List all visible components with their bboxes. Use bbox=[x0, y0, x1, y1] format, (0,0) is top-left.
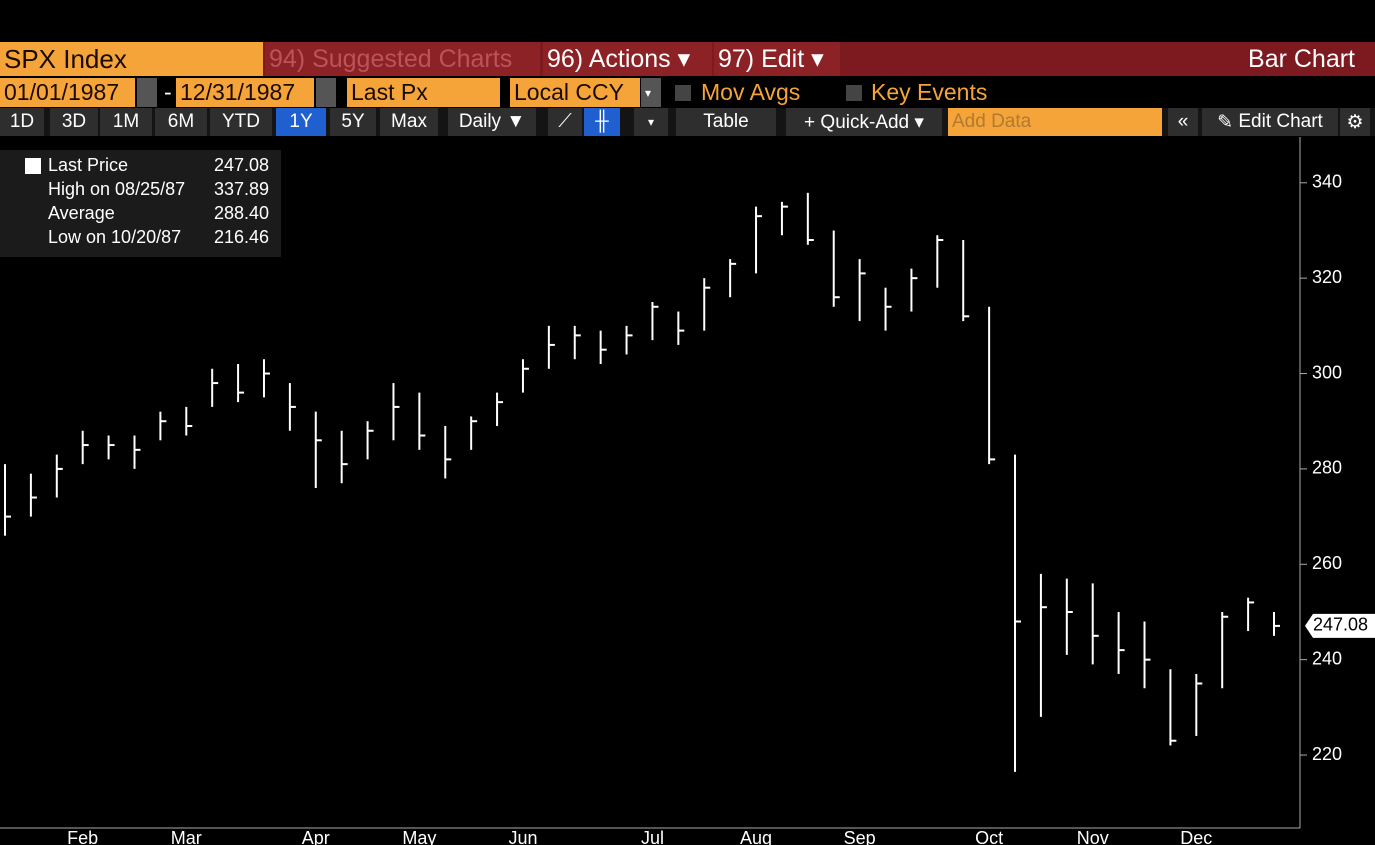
settings[interactable]: ⚙ bbox=[1340, 108, 1370, 136]
x-tick-label: Apr bbox=[302, 828, 330, 845]
edit-menu[interactable]: 97) Edit ▾ bbox=[714, 42, 840, 76]
period-button[interactable]: 5Y bbox=[330, 108, 376, 136]
legend-label: High on 08/25/87 bbox=[48, 179, 185, 199]
x-tick-label: Sep bbox=[844, 828, 876, 845]
x-tick-label: Mar bbox=[171, 828, 202, 845]
y-tick-label: 260 bbox=[1312, 553, 1342, 573]
settings-bar: 01/01/1987 - 12/31/1987 Last Px Local CC… bbox=[0, 78, 1375, 107]
y-tick-label: 320 bbox=[1312, 267, 1342, 287]
checkbox[interactable] bbox=[846, 85, 862, 101]
y-tick-label: 280 bbox=[1312, 458, 1342, 478]
suggested-charts[interactable]: 94) Suggested Charts bbox=[265, 42, 540, 76]
legend-value: 247.08 bbox=[214, 155, 269, 175]
x-tick-label: Nov bbox=[1077, 828, 1109, 845]
currency-select[interactable]: Local CCY bbox=[510, 78, 640, 107]
mov-avgs[interactable]: Mov Avgs bbox=[701, 79, 801, 105]
edit-chart[interactable]: ✎ Edit Chart bbox=[1202, 108, 1338, 136]
add-data[interactable]: Add Data bbox=[948, 108, 1162, 136]
x-tick-label: Aug bbox=[740, 828, 772, 845]
last-price-flag bbox=[1305, 613, 1375, 638]
x-tick-label: Jun bbox=[508, 828, 537, 845]
x-tick-label: Feb bbox=[67, 828, 98, 845]
chart: Last Price 247.08 High on 08/25/87 337.89 Av… bbox=[0, 137, 1375, 845]
period-button[interactable]: 1Y bbox=[276, 108, 326, 136]
collapse[interactable]: « bbox=[1168, 108, 1198, 136]
dropdown-arrow[interactable]: ▾ bbox=[634, 108, 668, 136]
y-tick-label: 340 bbox=[1312, 172, 1342, 192]
period-button[interactable]: 6M bbox=[155, 108, 207, 136]
legend-box bbox=[0, 150, 281, 257]
x-tick-label: Oct bbox=[975, 828, 1003, 845]
legend-value: 337.89 bbox=[214, 179, 269, 199]
period-button[interactable]: Max bbox=[380, 108, 438, 136]
legend-value: 288.40 bbox=[214, 203, 269, 223]
legend-label: Last Price bbox=[48, 155, 128, 175]
start-date[interactable]: 01/01/1987 bbox=[0, 78, 135, 107]
period-button[interactable]: 3D bbox=[50, 108, 98, 136]
line-icon[interactable]: ⟋ bbox=[548, 108, 582, 136]
dropdown-arrow[interactable]: ▾ bbox=[641, 78, 661, 107]
legend-swatch bbox=[25, 158, 41, 174]
end-date[interactable]: 12/31/1987 bbox=[176, 78, 314, 107]
y-tick-label: 300 bbox=[1312, 362, 1342, 382]
table-button[interactable]: Table bbox=[676, 108, 776, 136]
title-bar: SPX Index 94) Suggested Charts 96) Actio… bbox=[0, 42, 1375, 76]
period-button[interactable]: 1M bbox=[100, 108, 152, 136]
legend-label: Average bbox=[48, 203, 115, 223]
calendar-icon[interactable] bbox=[316, 78, 336, 107]
field-select[interactable]: Last Px bbox=[347, 78, 500, 107]
tool-bar: Daily ▼ ⟋ ╫ ▾ Table + Quick-Add ▾ Add Da… bbox=[0, 108, 1375, 136]
x-tick-label: Jul bbox=[641, 828, 664, 845]
last-price-label: 247.08 bbox=[1313, 615, 1368, 635]
checkbox[interactable] bbox=[675, 85, 691, 101]
period-button[interactable]: 1D bbox=[0, 108, 44, 136]
calendar-icon[interactable] bbox=[137, 78, 157, 107]
x-tick-label: Dec bbox=[1180, 828, 1212, 845]
period-button[interactable]: YTD bbox=[210, 108, 272, 136]
bar-icon[interactable]: ╫ bbox=[584, 108, 620, 136]
view-title: Bar Chart bbox=[1248, 44, 1355, 73]
y-tick-label: 240 bbox=[1312, 648, 1342, 668]
legend-value: 216.46 bbox=[214, 227, 269, 247]
date-separator: - bbox=[164, 79, 172, 105]
x-tick-label: May bbox=[402, 828, 436, 845]
actions-menu[interactable]: 96) Actions ▾ bbox=[543, 42, 712, 76]
legend-label: Low on 10/20/87 bbox=[48, 227, 181, 247]
edit-chart-label: Edit Chart bbox=[1238, 111, 1323, 132]
frequency[interactable]: Daily ▼ bbox=[448, 108, 536, 136]
quick-add[interactable]: + Quick-Add ▾ bbox=[786, 108, 942, 136]
y-tick-label: 220 bbox=[1312, 744, 1342, 764]
key-events[interactable]: Key Events bbox=[871, 79, 988, 105]
security-field[interactable]: SPX Index bbox=[0, 42, 263, 76]
